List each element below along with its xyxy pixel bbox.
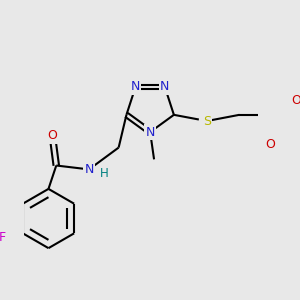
- Text: N: N: [146, 126, 155, 139]
- Text: O: O: [47, 129, 57, 142]
- Text: N: N: [131, 80, 140, 93]
- Text: N: N: [160, 80, 170, 93]
- Text: H: H: [100, 167, 109, 180]
- Text: N: N: [84, 163, 94, 176]
- Text: F: F: [0, 231, 6, 244]
- Text: S: S: [202, 115, 211, 128]
- Text: O: O: [291, 94, 300, 107]
- Text: O: O: [266, 138, 275, 151]
